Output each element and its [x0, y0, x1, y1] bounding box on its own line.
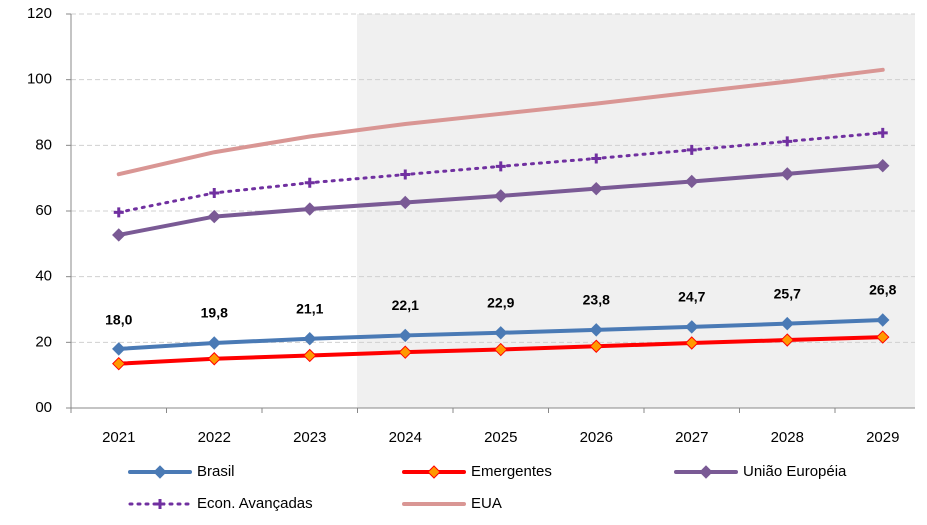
y-tick-label: 100 — [27, 71, 52, 88]
y-tick-label: 120 — [27, 5, 52, 22]
y-tick-label: 20 — [35, 333, 52, 350]
marker — [207, 352, 221, 366]
x-tick-label: 2026 — [580, 429, 613, 446]
legend-label: Emergentes — [471, 463, 552, 480]
marker — [494, 326, 508, 340]
x-tick-label: 2028 — [771, 429, 804, 446]
data-label: 18,0 — [105, 312, 132, 328]
marker — [153, 465, 167, 479]
marker — [685, 320, 699, 334]
marker — [876, 313, 890, 327]
marker — [398, 328, 412, 343]
y-tick-label: 40 — [35, 268, 52, 285]
marker — [495, 161, 506, 172]
marker — [209, 187, 220, 198]
marker — [427, 465, 441, 479]
data-label: 22,9 — [487, 295, 514, 311]
x-tick-label: 2021 — [102, 429, 135, 446]
series-line — [116, 67, 885, 177]
marker — [780, 316, 794, 331]
legend-label: EUA — [471, 495, 502, 512]
marker — [303, 332, 317, 346]
marker — [591, 153, 602, 164]
x-tick-label: 2023 — [293, 429, 326, 446]
marker — [589, 339, 603, 353]
marker — [400, 169, 411, 180]
marker — [207, 209, 221, 224]
y-tick-label: 80 — [35, 136, 52, 153]
x-tick-label: 2022 — [198, 429, 231, 446]
marker — [304, 177, 315, 188]
data-label: 21,1 — [296, 300, 323, 316]
data-label: 22,1 — [392, 297, 419, 313]
marker — [112, 342, 126, 356]
marker — [589, 323, 603, 337]
marker — [876, 330, 890, 344]
marker — [780, 167, 794, 181]
marker — [699, 465, 713, 479]
marker — [686, 144, 697, 155]
marker — [494, 342, 508, 357]
data-label: 19,8 — [201, 305, 228, 321]
marker — [685, 336, 699, 350]
marker — [303, 348, 317, 363]
data-label: 24,7 — [678, 289, 705, 305]
data-label: 26,8 — [869, 282, 896, 298]
y-tick-label: 00 — [35, 399, 52, 416]
legend-label: Econ. Avançadas — [197, 495, 313, 512]
x-tick-label: 2027 — [675, 429, 708, 446]
x-tick-label: 2029 — [866, 429, 899, 446]
legend-label: União Européia — [743, 463, 847, 480]
marker — [780, 333, 794, 347]
marker — [877, 127, 888, 138]
marker — [494, 189, 508, 203]
marker — [782, 136, 793, 147]
legend-label: Brasil — [197, 463, 235, 480]
marker — [155, 499, 165, 509]
data-label: 25,7 — [774, 285, 801, 301]
marker — [685, 174, 699, 189]
marker — [398, 345, 412, 359]
y-tick-label: 60 — [35, 202, 52, 219]
x-tick-label: 2024 — [389, 429, 422, 446]
marker — [207, 336, 221, 350]
marker — [112, 228, 126, 242]
marker — [398, 195, 412, 210]
x-tick-label: 2025 — [484, 429, 517, 446]
marker — [876, 158, 890, 173]
marker — [113, 207, 124, 218]
marker — [589, 181, 603, 196]
marker — [112, 356, 126, 371]
data-label: 23,8 — [583, 292, 610, 308]
marker — [303, 202, 317, 216]
